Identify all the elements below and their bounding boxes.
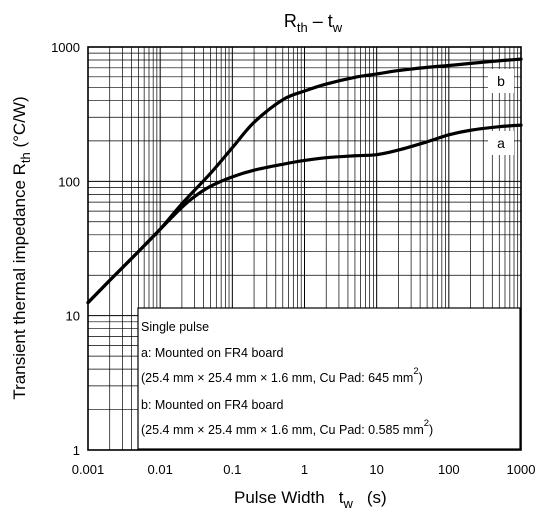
x-tick-label: 0.1 [223,462,241,477]
series-label-a: a [497,135,505,151]
series-label-b: b [497,73,505,89]
series-label-b-bg [488,69,514,93]
y-axis-label: Transient thermal impedance Rth (°C/W) [10,96,33,399]
plot-frame [87,46,522,451]
legend-line-4: b: Mounted on FR4 board [141,398,283,412]
chart-title: Rth – tw [284,11,343,35]
series-group [86,57,523,305]
x-tick-label: 10 [369,462,383,477]
x-tick-label: 1000 [507,462,536,477]
legend-line-5: (25.4 mm × 25.4 mm × 1.6 mm, Cu Pad: 0.5… [141,418,433,437]
x-tick-label: 0.001 [72,462,105,477]
legend: Single pulse a: Mounted on FR4 board (25… [137,307,521,450]
x-tick-label: 0.01 [148,462,173,477]
y-tick-label: 10 [66,309,80,324]
tick-labels: 0.001 0.01 0.1 1 10 100 1000 1 10 100 1000 [51,40,535,477]
legend-line-2: a: Mounted on FR4 board [141,346,283,360]
series-label-a-bg [488,131,514,155]
series-line-b [86,57,523,305]
legend-line-1: Single pulse [141,320,209,334]
x-tick-label: 100 [438,462,460,477]
legend-line-3: (25.4 mm × 25.4 mm × 1.6 mm, Cu Pad: 645… [141,366,423,385]
legend-box [137,307,521,450]
x-axis-label: Pulse Width tw (s) [234,488,387,511]
y-tick-label: 100 [58,174,80,189]
x-tick-label: 1 [301,462,308,477]
y-tick-label: 1 [73,443,80,458]
y-tick-label: 1000 [51,40,80,55]
